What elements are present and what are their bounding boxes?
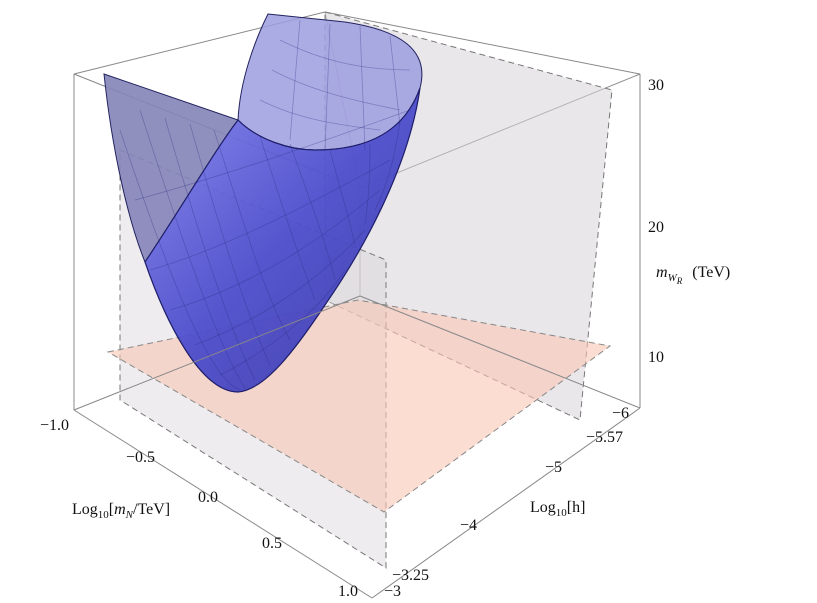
x-tick-0: −1.0 (40, 417, 69, 434)
z-tick-0: −3 (384, 583, 401, 600)
box-front-edges (73, 74, 641, 599)
z-axis-ticks: −3 −6 10 20 30 (384, 77, 664, 600)
y-tick-0: −3.25 (392, 567, 429, 584)
z-axis-label: mWR (TeV) (656, 264, 730, 286)
x-axis-label: Log10[mN/TeV] (72, 501, 170, 521)
x-tick-4: 1.0 (338, 583, 358, 600)
surface-mesh (119, 19, 411, 391)
z-tick-4: 30 (648, 77, 664, 94)
z-tick-1: −6 (612, 405, 629, 422)
y-tick-3: −5.57 (586, 429, 623, 446)
y-tick-2: −5 (545, 459, 562, 476)
surface-front-trough (144, 87, 421, 393)
z-tick-2: 10 (648, 349, 664, 366)
x-tick-3: 0.5 (262, 535, 282, 552)
z-tick-3: 20 (648, 219, 664, 236)
x-tick-1: −0.5 (126, 449, 155, 466)
x-axis-ticks: −1.0 −0.5 0.0 0.5 1.0 (40, 417, 358, 600)
y-tick-1: −4 (460, 517, 477, 534)
y-axis-ticks: −3.25 −4 −5 −5.57 (392, 429, 623, 584)
y-axis-label: Log10[h] (530, 499, 585, 519)
x-tick-2: 0.0 (198, 489, 218, 506)
